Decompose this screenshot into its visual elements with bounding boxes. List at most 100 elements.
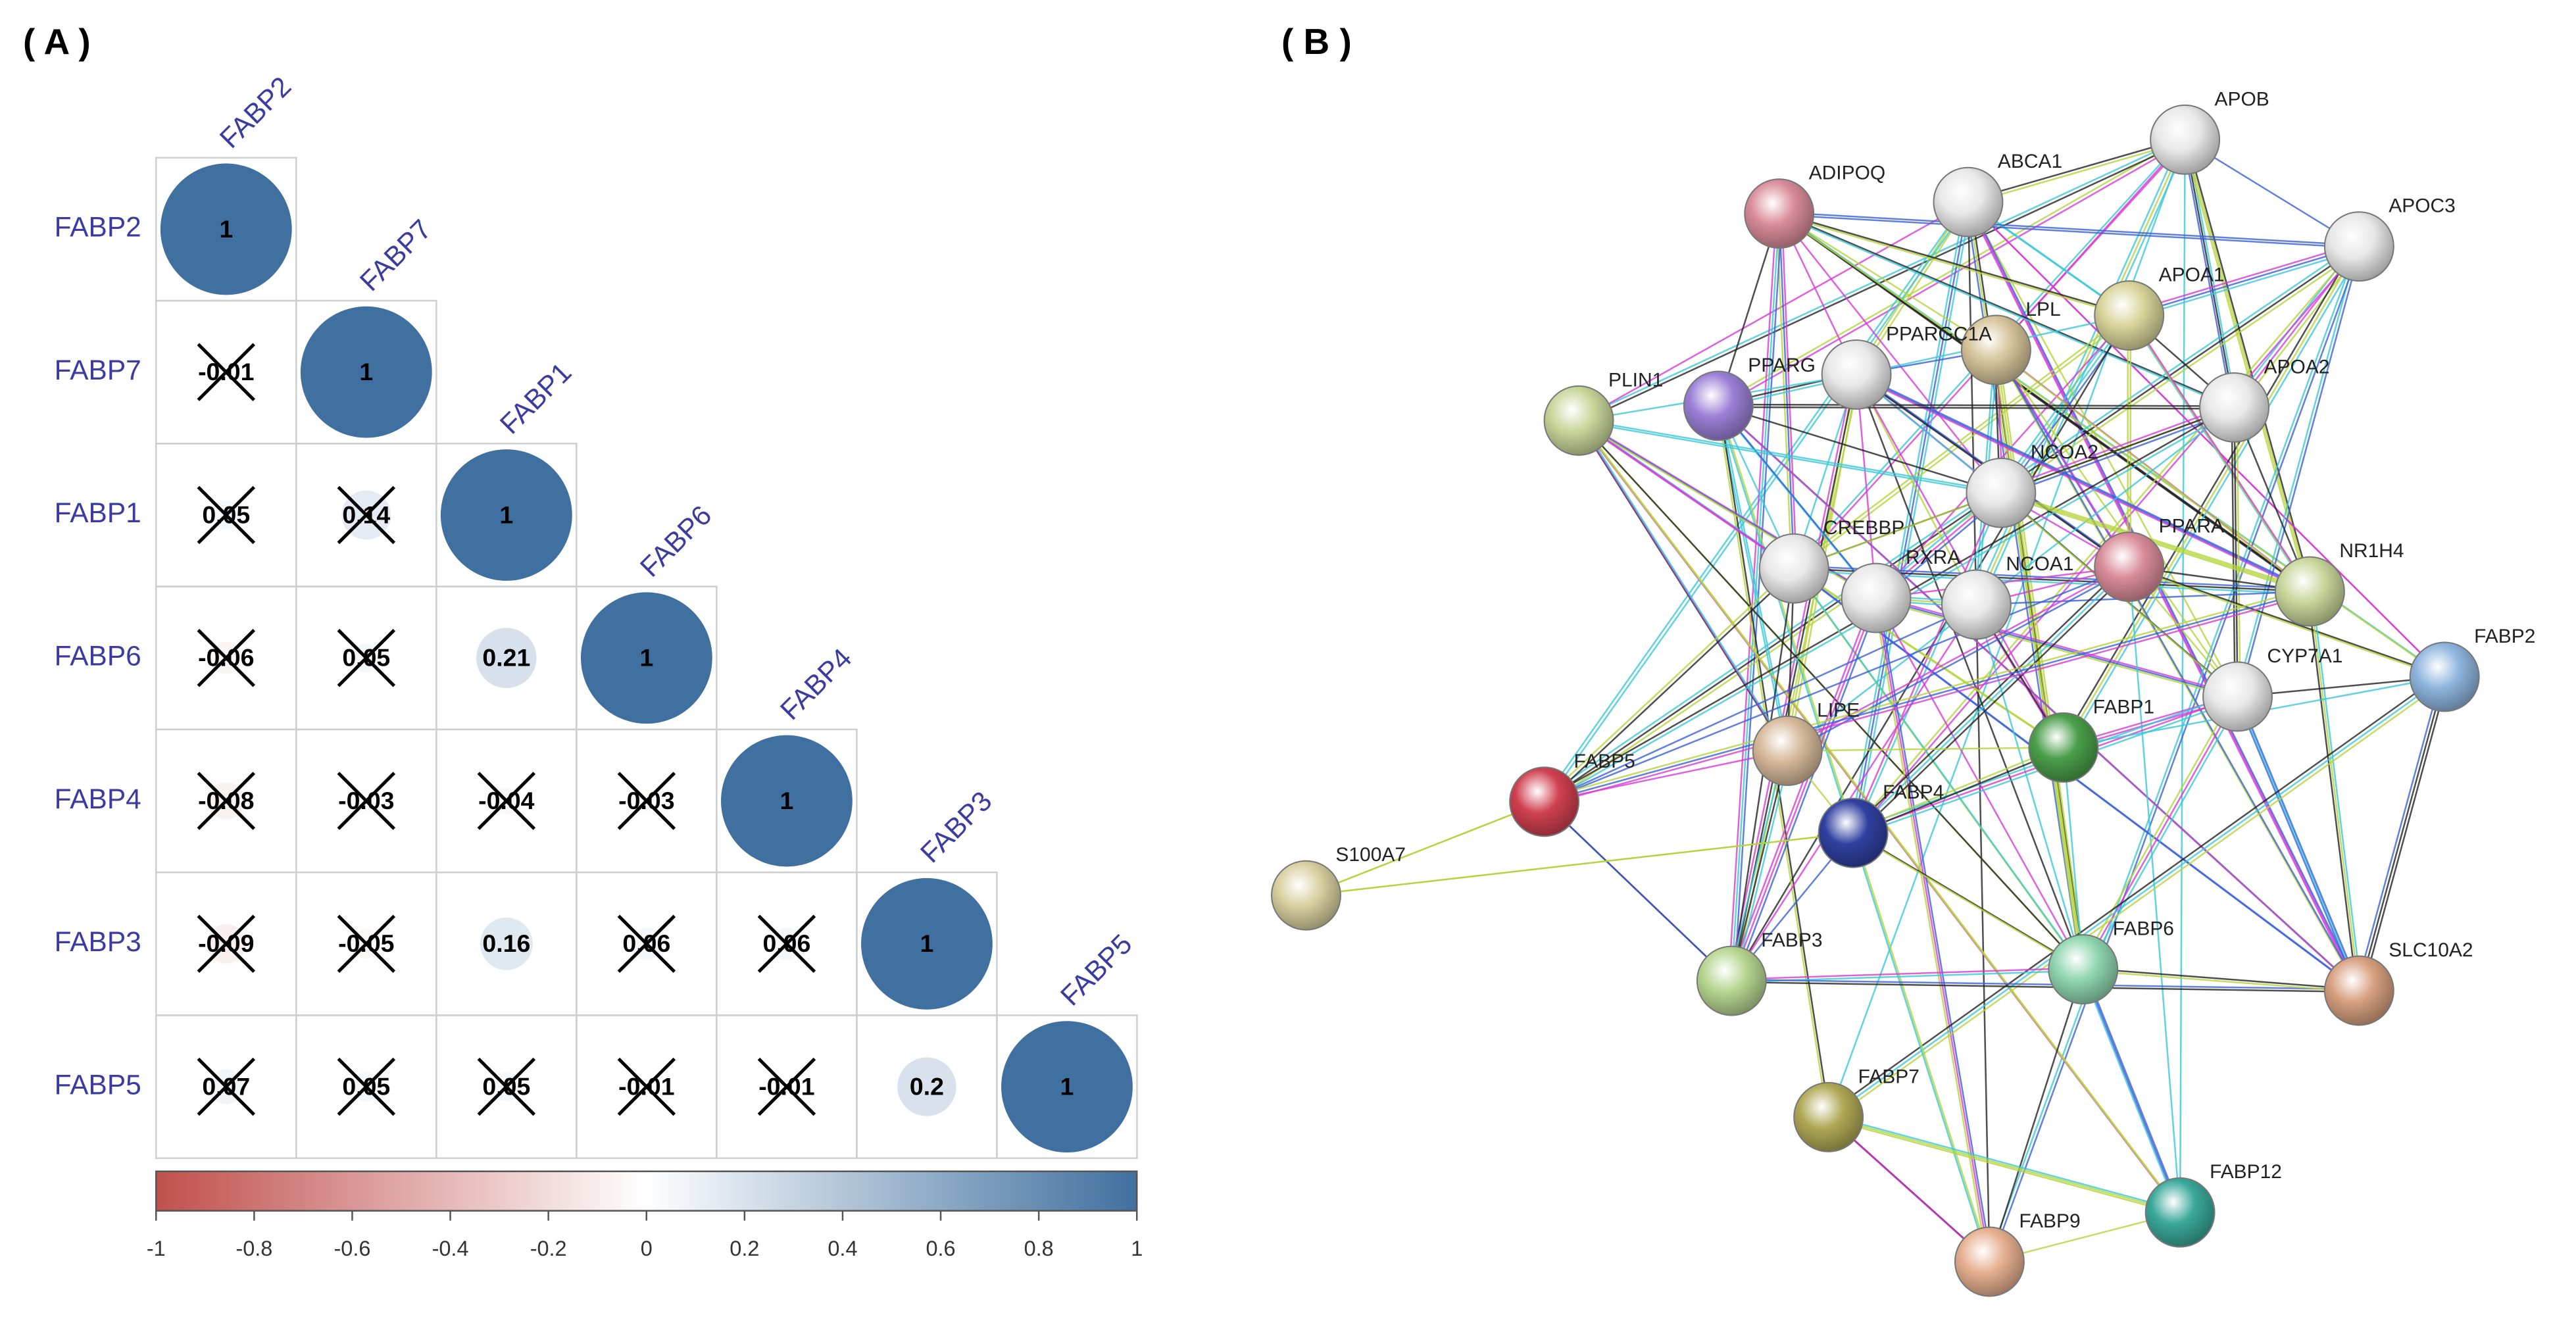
- insignificance-cross: [617, 1057, 676, 1116]
- edge: [2236, 410, 2241, 699]
- edge: [2079, 693, 2236, 968]
- edge: [2187, 141, 2314, 595]
- colorbar-tick-label: -0.6: [334, 1237, 370, 1260]
- column-label: FABP1: [494, 357, 578, 440]
- node-label: RXRA: [1906, 547, 1960, 568]
- row-label: FABP3: [55, 926, 141, 957]
- column-label: FABP5: [1054, 928, 1138, 1012]
- edge: [2309, 591, 2360, 991]
- edge: [1731, 314, 2130, 981]
- edge: [2184, 139, 2235, 408]
- edge: [2179, 139, 2186, 1213]
- edge: [1545, 569, 1796, 804]
- protein-node: [2409, 641, 2480, 712]
- edge: [1718, 405, 2002, 494]
- edge: [1716, 137, 2185, 405]
- protein-node: [2028, 712, 2099, 783]
- edge: [1858, 376, 2313, 595]
- row-label: FABP5: [55, 1069, 141, 1100]
- protein-node: [1509, 766, 1580, 837]
- column-label: FABP3: [914, 785, 998, 869]
- correlation-circle: [480, 917, 533, 970]
- edge: [1964, 199, 2358, 989]
- edge: [2312, 593, 2363, 994]
- edge: [1720, 406, 2236, 410]
- protein-node: [1744, 178, 1815, 249]
- edge: [1978, 141, 2189, 608]
- correlation-circle: [897, 1057, 956, 1116]
- protein-node: [2199, 372, 2269, 443]
- edge: [2237, 696, 2360, 991]
- edge: [2085, 972, 2184, 1216]
- edge: [2184, 139, 2311, 592]
- edge: [1996, 351, 2312, 594]
- node-label: APOA1: [2159, 264, 2225, 286]
- edge: [1967, 201, 2360, 991]
- edge: [2358, 676, 2446, 991]
- row-label: FABP6: [55, 640, 141, 671]
- edge: [1851, 244, 2359, 833]
- edge: [2181, 136, 2308, 589]
- colorbar-tick-label: 0.6: [926, 1237, 955, 1260]
- edge: [1795, 569, 2066, 750]
- correlation-value: 1: [499, 501, 513, 528]
- insignificance-cross: [337, 629, 396, 687]
- protein-node: [2094, 280, 2165, 351]
- edge: [1825, 673, 2442, 1116]
- edge: [1966, 137, 2184, 202]
- edge: [1854, 748, 2066, 835]
- edge: [1733, 600, 1880, 984]
- edge: [1855, 374, 1877, 599]
- edge: [1856, 374, 1977, 605]
- edge: [1780, 214, 2131, 318]
- colorbar-tick-label: 0.4: [828, 1237, 857, 1260]
- edge: [2082, 696, 2239, 970]
- node-label: CYP7A1: [2267, 645, 2342, 667]
- edge: [2238, 247, 2362, 699]
- edge: [2127, 564, 2444, 677]
- insignificance-cross: [477, 1057, 536, 1116]
- edge: [1719, 407, 1856, 835]
- correlation-circle: [1001, 1021, 1133, 1152]
- edge: [1579, 140, 2187, 423]
- edge: [1778, 213, 1795, 569]
- edge: [1545, 203, 1970, 804]
- correlation-value: 0.16: [482, 929, 530, 957]
- colorbar-tick-label: -0.8: [235, 1237, 272, 1260]
- edge: [1581, 422, 1879, 602]
- protein-node: [2150, 104, 2221, 175]
- edge: [1716, 404, 1853, 832]
- node-label: PPARGC1A: [1886, 323, 1992, 345]
- edge: [1581, 422, 1797, 572]
- edge: [2131, 248, 2362, 319]
- edge: [1994, 348, 2359, 990]
- edge: [1975, 604, 2084, 970]
- node-label: FABP2: [2474, 626, 2535, 647]
- correlation-circle: [861, 877, 993, 1010]
- edge: [1546, 803, 1735, 984]
- correlation-value: 1: [780, 787, 793, 814]
- edge: [1852, 566, 2130, 834]
- node-label: NR1H4: [2339, 540, 2404, 562]
- protein-node: [2144, 1177, 2216, 1248]
- edge: [1878, 599, 2241, 701]
- correlation-value: 1: [920, 929, 934, 957]
- edge: [1851, 745, 2063, 833]
- edge: [1542, 566, 1794, 801]
- edge: [1875, 597, 2238, 698]
- protein-node: [1841, 562, 1912, 633]
- insignificance-cross: [757, 914, 816, 974]
- insignificance-cross: [337, 485, 396, 545]
- correlation-circle: [160, 163, 292, 295]
- protein-node: [1954, 1226, 2025, 1297]
- protein-node: [1933, 166, 2004, 237]
- edge: [1733, 981, 2361, 993]
- edge: [1856, 374, 2064, 748]
- edge: [1728, 210, 1777, 979]
- colorbar-tick-label: 1: [1131, 1237, 1143, 1260]
- edge: [1998, 489, 2308, 590]
- insignificance-cross: [477, 772, 536, 830]
- node-label: ADIPOQ: [1809, 162, 1886, 184]
- edge: [1995, 349, 2085, 970]
- node-label: LPL: [2025, 299, 2060, 320]
